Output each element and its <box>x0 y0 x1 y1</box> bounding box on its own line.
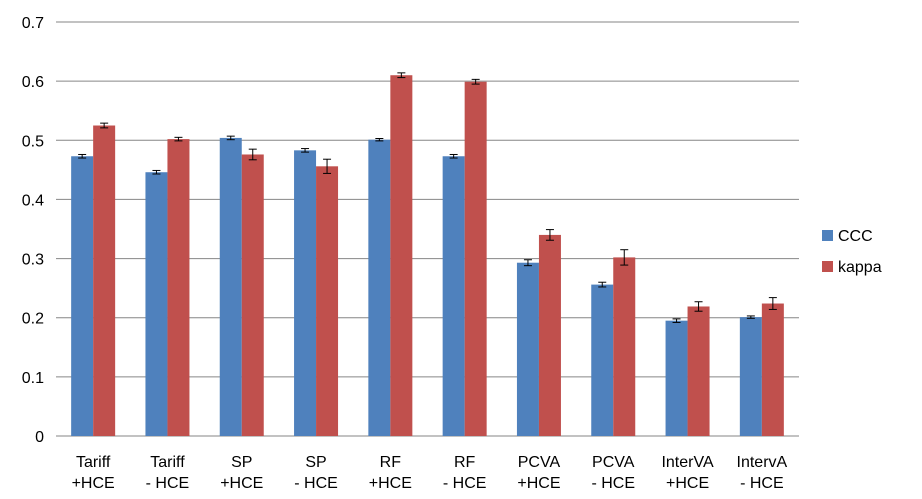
bar-kappa <box>538 234 561 436</box>
x-tick-label: Tariff - HCE <box>146 454 190 492</box>
bar-ccc <box>442 156 465 437</box>
bar-kappa <box>167 139 190 437</box>
x-tick-label-line: InterVA <box>661 454 714 471</box>
bar-ccc <box>739 317 762 436</box>
x-tick-label: PCVA - HCE <box>591 454 635 492</box>
x-tick-label: IntervA - HCE <box>737 454 788 492</box>
bar-ccc <box>665 320 688 436</box>
x-tick-label-line: - HCE <box>740 475 784 492</box>
bar-kappa <box>613 257 636 436</box>
x-tick-label-line: PCVA <box>592 454 635 471</box>
x-tick-label-line: IntervA <box>737 454 788 471</box>
bar-ccc <box>219 137 242 437</box>
bar-kappa <box>390 75 413 436</box>
x-tick-label-line: SP <box>305 454 326 471</box>
x-tick-label-line: Tariff <box>150 454 185 471</box>
y-tick-label: 0.2 <box>22 311 44 328</box>
y-tick-label: 0.1 <box>22 370 44 387</box>
y-axis-ticks: 0 0.1 0.2 0.3 0.4 0.5 0.6 0.7 <box>22 15 44 446</box>
x-tick-label: Tariff +HCE <box>72 454 115 492</box>
bar-ccc <box>516 262 539 436</box>
x-tick-label: RF - HCE <box>443 454 487 492</box>
bar-kappa <box>241 154 264 437</box>
x-tick-label: SP +HCE <box>220 454 263 492</box>
x-tick-label-line: PCVA <box>518 454 561 471</box>
bar-ccc <box>368 139 391 437</box>
x-axis-ticks: Tariff +HCE Tariff - HCE SP +HCE SP - HCE RF +HCE… <box>72 454 788 492</box>
bar-ccc <box>71 156 94 437</box>
x-tick-label-line: - HCE <box>294 475 338 492</box>
x-tick-label-line: +HCE <box>517 475 560 492</box>
error-bars <box>78 72 777 323</box>
x-tick-label-line: +HCE <box>220 475 263 492</box>
bar-kappa <box>93 125 116 436</box>
legend-label-ccc: CCC <box>838 228 873 245</box>
y-tick-label: 0.7 <box>22 15 44 32</box>
x-tick-label-line: - HCE <box>443 475 487 492</box>
bar-kappa <box>687 306 710 436</box>
x-tick-label: PCVA +HCE <box>517 454 560 492</box>
x-tick-label-line: RF <box>454 454 476 471</box>
bars <box>71 75 784 437</box>
bar-kappa <box>464 81 487 436</box>
x-tick-label-line: RF <box>380 454 402 471</box>
x-tick-label: RF +HCE <box>369 454 412 492</box>
bar-ccc <box>145 172 168 437</box>
bar-ccc <box>294 150 317 436</box>
x-tick-label-line: +HCE <box>369 475 412 492</box>
x-tick-label-line: - HCE <box>591 475 635 492</box>
y-tick-label: 0.6 <box>22 74 44 91</box>
legend-label-kappa: kappa <box>838 259 882 276</box>
y-tick-label: 0 <box>35 429 44 446</box>
bar-ccc <box>591 284 614 436</box>
x-tick-label: InterVA +HCE <box>661 454 714 492</box>
bar-kappa <box>761 303 784 436</box>
y-tick-label: 0.5 <box>22 133 44 150</box>
legend: CCC kappa <box>822 228 882 276</box>
y-tick-label: 0.3 <box>22 252 44 269</box>
x-tick-label: SP - HCE <box>294 454 338 492</box>
legend-swatch-kappa <box>822 261 833 272</box>
legend-swatch-ccc <box>822 230 833 241</box>
x-tick-label-line: SP <box>231 454 252 471</box>
x-tick-label-line: - HCE <box>146 475 190 492</box>
bar-kappa <box>316 166 339 436</box>
x-tick-label-line: Tariff <box>76 454 111 471</box>
y-tick-label: 0.4 <box>22 192 44 209</box>
x-tick-label-line: +HCE <box>72 475 115 492</box>
x-tick-label-line: +HCE <box>666 475 709 492</box>
